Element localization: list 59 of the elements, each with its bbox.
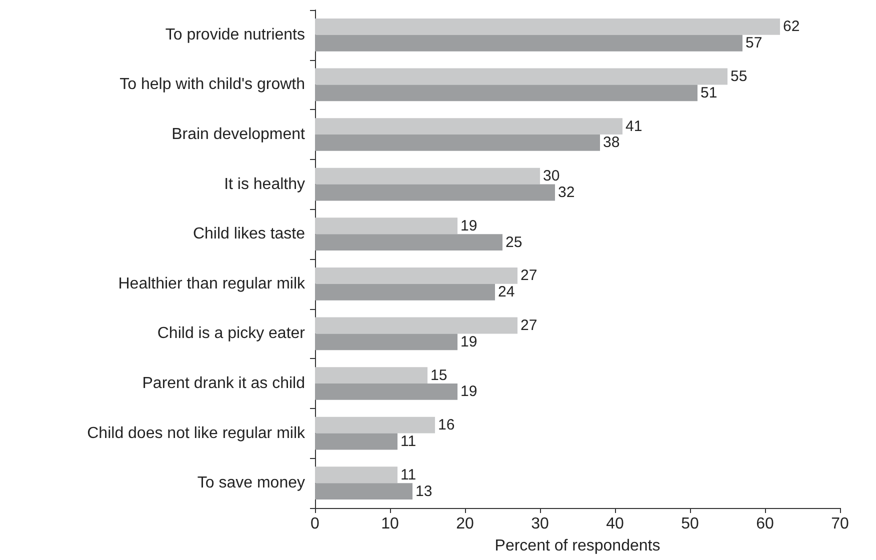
bar xyxy=(315,18,780,35)
data-label: 30 xyxy=(543,168,560,185)
bar xyxy=(315,68,728,85)
y-tick-label: Brain development xyxy=(172,126,306,143)
data-label: 51 xyxy=(700,84,718,102)
data-label: 19 xyxy=(460,333,478,350)
x-axis-title: Percent of respondents xyxy=(494,538,660,554)
data-label: 27 xyxy=(520,267,538,284)
data-label: 57 xyxy=(746,34,762,52)
x-tick-label: 20 xyxy=(456,516,474,532)
y-tick-label: To provide nutrients xyxy=(165,26,305,44)
bar xyxy=(315,34,742,52)
bar xyxy=(315,367,428,384)
bar xyxy=(315,384,458,400)
x-tick-label: 10 xyxy=(381,516,399,532)
y-tick-label: To save money xyxy=(197,474,305,492)
data-label: 27 xyxy=(520,316,538,334)
bar xyxy=(315,433,398,450)
data-label: 25 xyxy=(506,234,522,251)
data-label: 13 xyxy=(416,482,432,500)
bar xyxy=(315,267,518,284)
data-label: 11 xyxy=(400,433,416,450)
bar xyxy=(315,168,540,184)
y-tick-label: Child likes taste xyxy=(192,226,306,243)
data-label: 32 xyxy=(558,184,575,202)
data-label: 41 xyxy=(626,118,642,135)
bar xyxy=(315,234,502,251)
x-tick-label: 0 xyxy=(310,516,320,532)
bar xyxy=(315,134,600,151)
y-tick-label: To help with child's growth xyxy=(120,76,305,94)
y-tick-label: Child does not like regular milk xyxy=(87,424,306,442)
bar xyxy=(315,334,458,350)
data-label: 55 xyxy=(730,68,748,85)
bar xyxy=(315,416,435,434)
bar xyxy=(315,284,495,300)
bar xyxy=(315,84,698,102)
data-label: 24 xyxy=(498,284,515,301)
x-tick-label: 40 xyxy=(606,516,624,532)
x-tick-label: 70 xyxy=(831,516,849,532)
data-label: 15 xyxy=(430,366,448,384)
y-tick-label: Parent drank it as child xyxy=(142,375,305,392)
bar xyxy=(315,483,412,500)
bar xyxy=(315,218,458,234)
y-tick-label: Child is a picky eater xyxy=(157,325,306,342)
data-label: 19 xyxy=(460,383,478,400)
data-label: 11 xyxy=(400,466,416,484)
data-label: 19 xyxy=(460,217,478,234)
x-tick-label: 60 xyxy=(756,516,774,532)
data-label: 38 xyxy=(603,134,620,152)
data-label: 16 xyxy=(438,416,455,434)
x-tick-label: 30 xyxy=(531,516,549,532)
x-tick-label: 50 xyxy=(681,516,699,532)
data-label: 62 xyxy=(783,18,800,36)
y-tick-label: It is healthy xyxy=(224,176,305,193)
bar xyxy=(315,118,622,134)
y-tick-label: Healthier than regular milk xyxy=(118,275,306,292)
bar xyxy=(315,184,555,201)
bar xyxy=(315,317,518,334)
bar xyxy=(315,466,398,484)
